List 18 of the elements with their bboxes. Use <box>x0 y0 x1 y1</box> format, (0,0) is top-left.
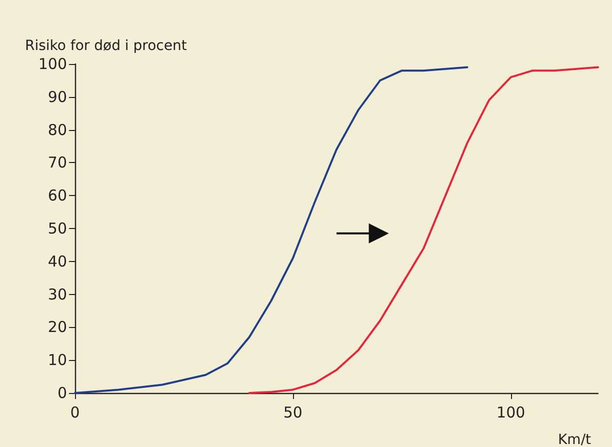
x-tick-label: 0 <box>70 404 80 422</box>
y-tick-label: 70 <box>48 154 67 172</box>
line-series <box>248 66 599 394</box>
y-tick-label: 90 <box>48 88 67 106</box>
y-tick-label: 0 <box>57 384 67 402</box>
y-tick-label: 80 <box>48 120 67 139</box>
x-tick-label: 100 <box>496 404 526 422</box>
y-tick-label: 20 <box>48 318 67 336</box>
y-tick-label: 40 <box>48 252 67 270</box>
line-series <box>74 66 468 394</box>
y-tick-label: 50 <box>48 220 67 238</box>
y-tick-label: 60 <box>48 186 67 205</box>
y-tick-label: 10 <box>48 351 67 370</box>
y-tick-label: 100 <box>38 55 67 73</box>
x-axis-title: Km/t <box>558 432 592 447</box>
y-tick-label: 30 <box>48 285 67 304</box>
x-tick-label: 50 <box>283 404 302 422</box>
y-axis-title: Risiko for død i procent <box>25 38 188 54</box>
